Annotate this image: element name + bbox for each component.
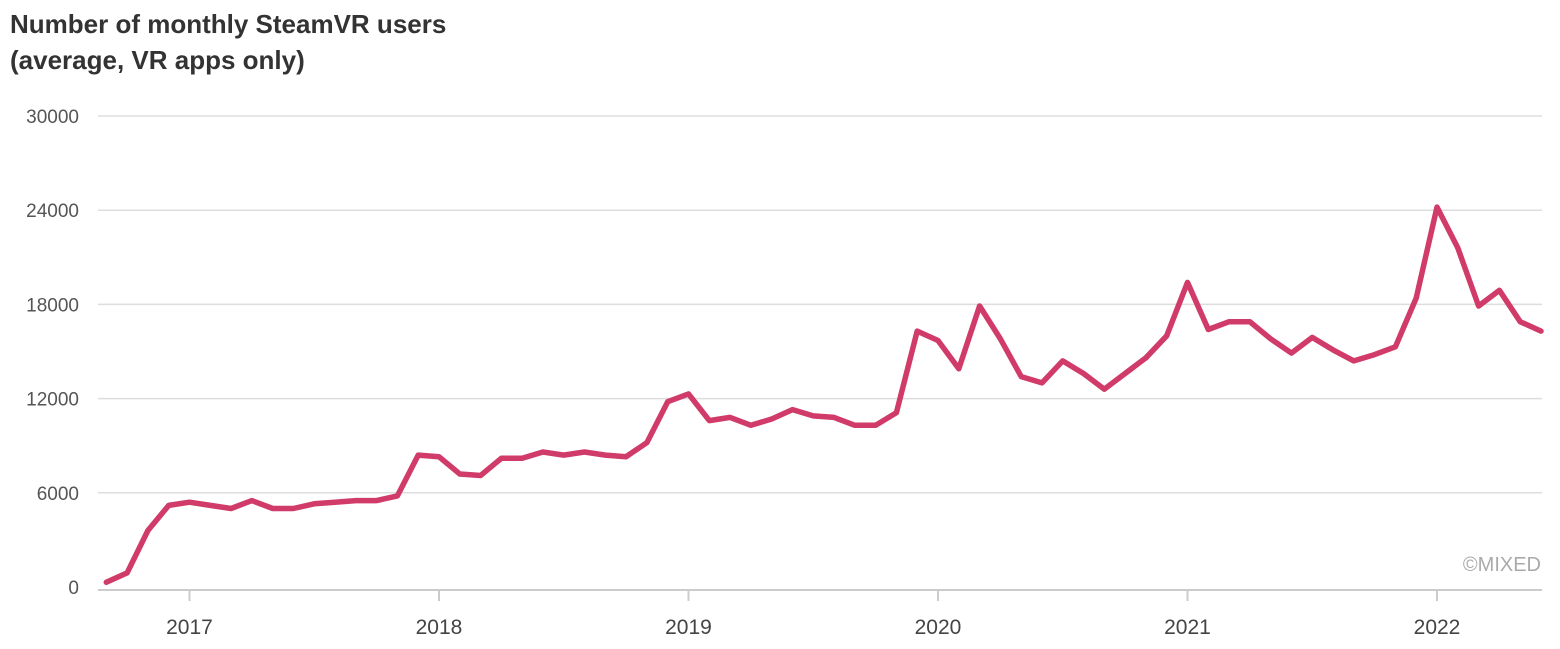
y-tick-label: 18000 [26, 295, 79, 316]
chart-title-line-1: Number of monthly SteamVR users [10, 9, 447, 39]
series-line [103, 204, 1544, 586]
y-tick-label: 30000 [26, 107, 79, 128]
y-axis-ticks: 0 6000 12000 18000 24000 30000 [26, 107, 79, 599]
x-tick-label: 2022 [1414, 616, 1461, 639]
x-tick-label: 2018 [416, 616, 463, 639]
chart-title-line-2: (average, VR apps only) [10, 45, 305, 75]
watermark-label: ©MIXED [1463, 554, 1541, 576]
y-tick-label: 12000 [26, 390, 79, 411]
x-tick-label: 2017 [166, 616, 213, 639]
x-tick-label: 2021 [1164, 616, 1211, 639]
x-tick-label: 2020 [915, 616, 962, 639]
y-tick-label: 6000 [37, 484, 79, 505]
y-tick-label: 0 [68, 578, 79, 599]
chart-title: Number of monthly SteamVR users (average… [10, 6, 446, 78]
y-tick-label: 24000 [26, 201, 79, 222]
x-tick-label: 2019 [665, 616, 712, 639]
gridlines [98, 115, 1542, 494]
x-axis: 2017 2018 2019 2020 2021 2022 [98, 589, 1542, 639]
series-group [103, 204, 1544, 586]
